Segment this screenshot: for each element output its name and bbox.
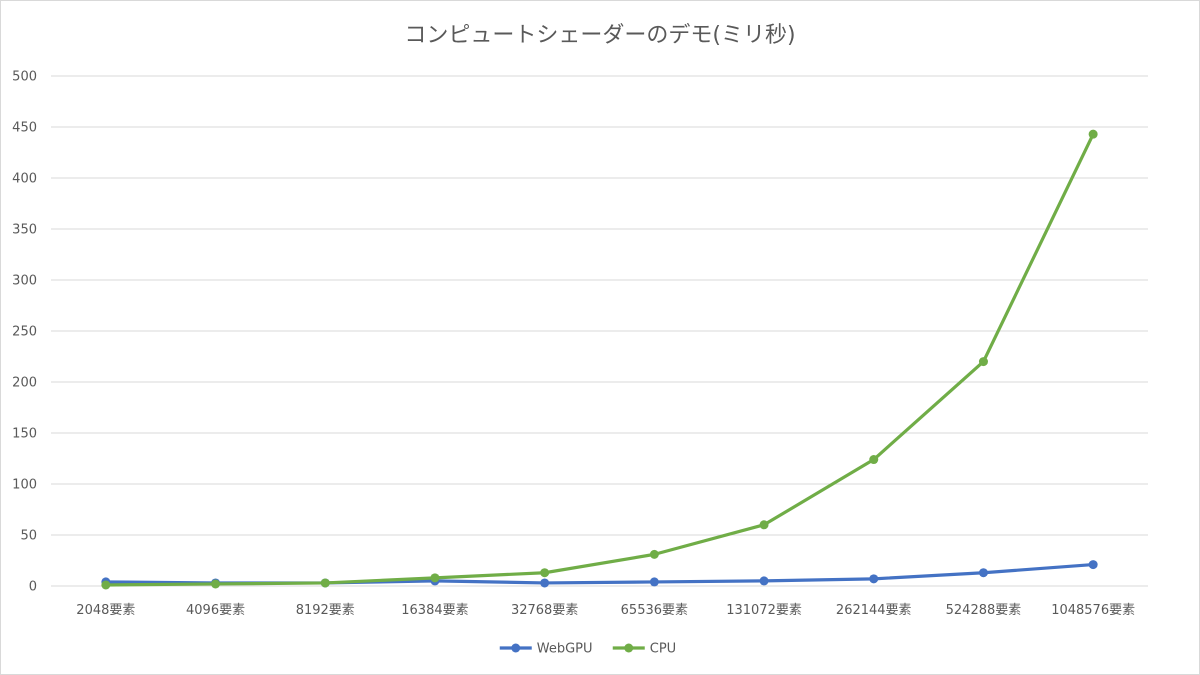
y-tick-label: 50 — [20, 529, 37, 544]
data-point-cpu — [320, 578, 330, 588]
gridlines — [51, 75, 1148, 587]
y-tick-label: 250 — [12, 325, 37, 340]
legend-label: WebGPU — [537, 642, 593, 657]
chart-title: コンピュートシェーダーのデモ(ミリ秒) — [404, 23, 795, 48]
y-tick-label: 0 — [29, 580, 37, 595]
series-line-webgpu — [104, 562, 1095, 585]
y-tick-label: 300 — [12, 274, 37, 289]
x-tick-label: 4096要素 — [186, 603, 245, 618]
data-point-webgpu — [759, 576, 769, 586]
y-tick-label: 150 — [12, 427, 37, 442]
y-tick-label: 450 — [12, 121, 37, 136]
x-tick-label: 65536要素 — [621, 603, 688, 618]
data-point-cpu — [978, 357, 988, 367]
x-tick-label: 2048要素 — [76, 603, 135, 618]
x-tick-label: 131072要素 — [726, 603, 802, 618]
x-tick-label: 32768要素 — [511, 603, 578, 618]
legend: WebGPU CPU — [499, 642, 676, 657]
data-point-cpu — [430, 573, 440, 583]
data-point-cpu — [649, 549, 659, 559]
x-tick-label: 262144要素 — [836, 603, 912, 618]
data-point-webgpu — [1088, 560, 1098, 570]
data-point-cpu — [869, 455, 879, 465]
y-tick-label: 200 — [12, 376, 37, 391]
data-point-cpu — [1088, 129, 1098, 139]
y-tick-label: 100 — [12, 478, 37, 493]
x-tick-label: 16384要素 — [401, 603, 468, 618]
data-point-cpu — [211, 579, 221, 589]
data-point-webgpu — [978, 568, 988, 578]
legend-item-webgpu: WebGPU — [499, 642, 593, 657]
data-point-webgpu — [540, 578, 550, 588]
series-cpu — [101, 129, 1098, 590]
data-point-cpu — [540, 568, 550, 578]
plot-series — [101, 129, 1098, 590]
y-tick-label: 400 — [12, 172, 37, 187]
data-point-cpu — [759, 520, 769, 530]
x-tick-label: 8192要素 — [296, 603, 355, 618]
y-axis-tick-labels: 0 50 100 150 200 250 300 350 400 450 500 — [12, 70, 37, 595]
legend-item-cpu: CPU — [612, 642, 676, 657]
y-tick-label: 500 — [12, 70, 37, 85]
x-axis-tick-labels: 2048要素 4096要素 8192要素 16384要素 32768要素 65536要素 1… — [76, 603, 1135, 618]
data-point-webgpu — [869, 574, 879, 584]
data-point-cpu — [101, 580, 111, 590]
legend-swatch-marker — [511, 643, 521, 653]
x-tick-label: 524288要素 — [946, 603, 1022, 618]
legend-label: CPU — [650, 642, 676, 657]
series-line-cpu — [104, 132, 1095, 587]
x-tick-label: 1048576要素 — [1051, 603, 1135, 618]
y-tick-label: 350 — [12, 223, 37, 238]
legend-swatch-marker — [624, 643, 634, 653]
data-point-webgpu — [649, 577, 659, 587]
